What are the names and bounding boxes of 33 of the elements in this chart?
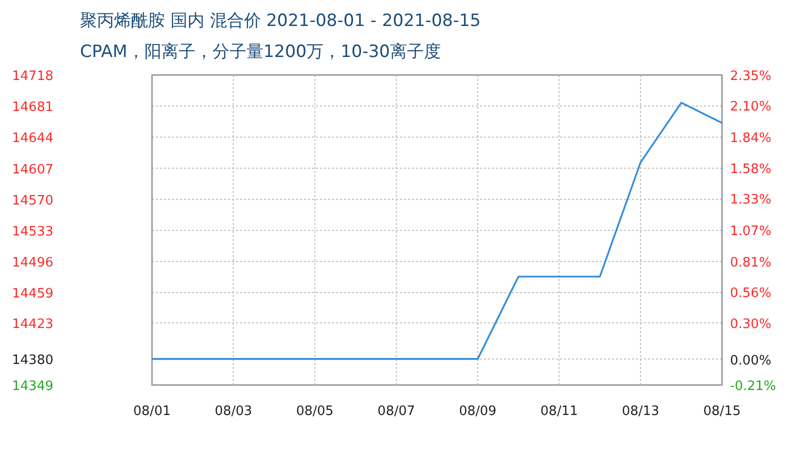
y2-tick-label: 1.58% <box>730 162 772 178</box>
y-tick-label: 14681 <box>12 100 54 116</box>
y-tick-label: 14570 <box>12 193 54 208</box>
chart-title: 聚丙烯酰胺 国内 混合价 2021-08-01 - 2021-08-15 <box>80 11 481 31</box>
y2-tick-label: 0.30% <box>730 317 772 332</box>
x-tick-label: 08/09 <box>458 404 496 419</box>
y2-tick-label: 2.10% <box>730 99 772 114</box>
y2-tick-label: 0.81% <box>730 255 772 270</box>
y-tick-label: 14533 <box>12 224 54 240</box>
x-tick-label: 08/01 <box>133 404 171 419</box>
y2-tick-label: 1.07% <box>730 224 772 239</box>
x-tick-label: 08/05 <box>296 404 334 419</box>
y-tick-label: 14423 <box>12 316 54 332</box>
y-tick-label: 14380 <box>12 352 54 368</box>
y-tick-label: 14496 <box>12 256 54 271</box>
y2-tick-label: 0.56% <box>730 286 772 301</box>
chart-subtitle: CPAM，阳离子，分子量1200万，10-30离子度 <box>80 42 441 62</box>
y-tick-label: 14607 <box>12 162 54 178</box>
x-tick-label: 08/13 <box>622 404 660 419</box>
y2-tick-label: 1.33% <box>730 192 772 208</box>
y2-tick-label: 2.35% <box>730 69 772 84</box>
line-series <box>151 102 723 360</box>
x-tick-label: 08/07 <box>378 404 416 419</box>
y-tick-label: 14718 <box>12 69 54 84</box>
y2-tick-label: 1.84% <box>730 130 772 146</box>
x-tick-label: 08/03 <box>214 404 252 419</box>
y-tick-label: 14459 <box>12 286 54 302</box>
x-tick-label: 08/15 <box>703 404 741 419</box>
y2-tick-label: -0.21% <box>730 379 776 394</box>
y-tick-label: 14349 <box>12 379 54 394</box>
y2-tick-label: 0.00% <box>730 354 772 369</box>
y-tick-label: 14644 <box>12 131 54 146</box>
x-tick-label: 08/11 <box>540 404 578 419</box>
